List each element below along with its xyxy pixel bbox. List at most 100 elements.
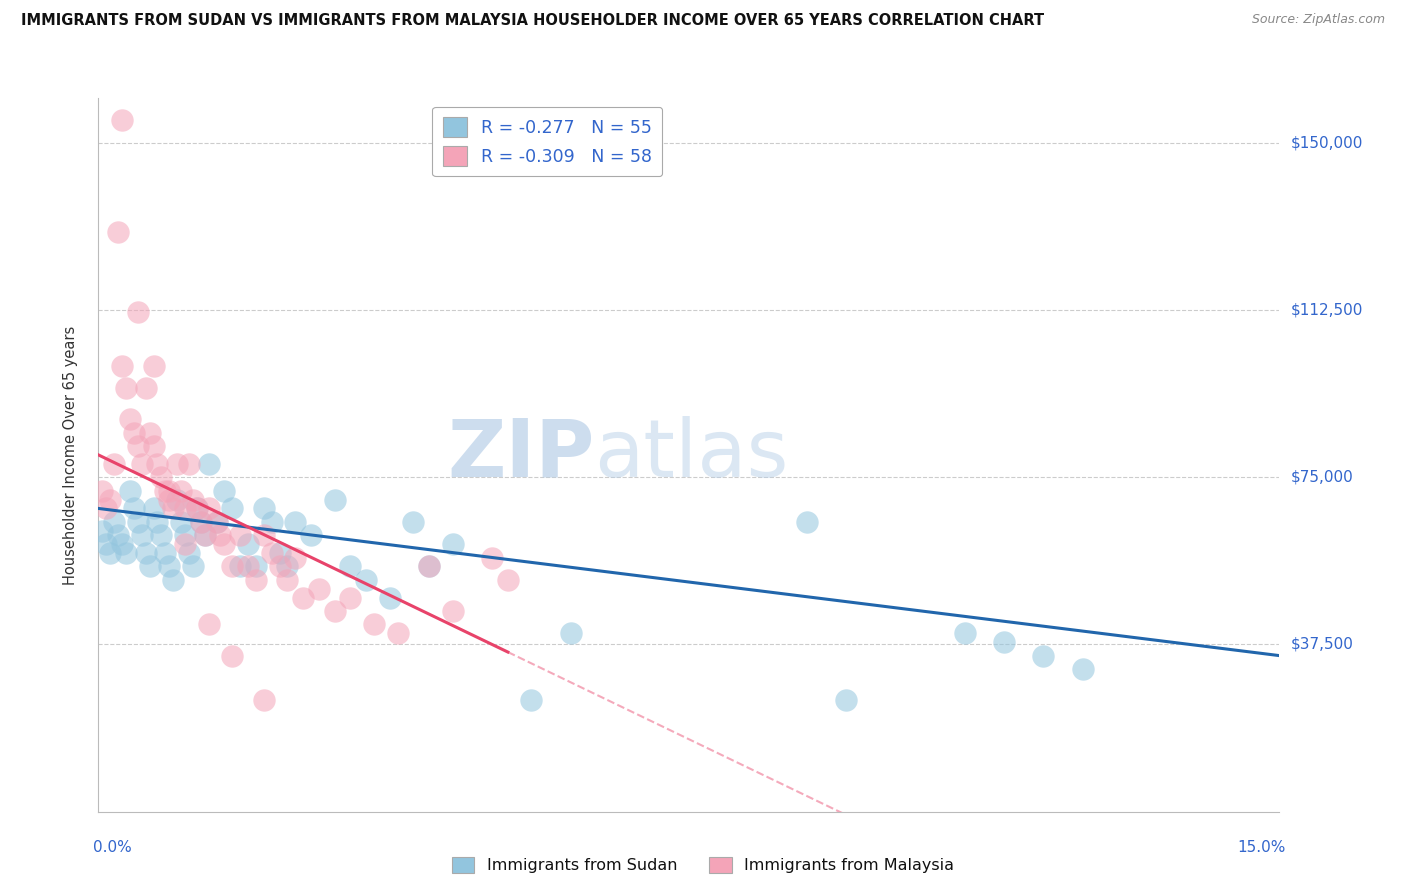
Point	[953, 626, 976, 640]
Point	[276, 559, 298, 574]
Point	[269, 559, 291, 574]
Point	[221, 648, 243, 663]
Point	[339, 559, 361, 574]
Point	[162, 573, 184, 587]
Point	[260, 515, 283, 529]
Point	[284, 550, 307, 565]
Point	[253, 528, 276, 542]
Point	[194, 528, 217, 542]
Point	[98, 546, 121, 560]
Text: $150,000: $150,000	[1291, 136, 1362, 150]
Point	[299, 528, 322, 542]
Point	[118, 483, 141, 498]
Point	[150, 470, 173, 484]
Point	[166, 492, 188, 507]
Point	[96, 501, 118, 516]
Point	[205, 515, 228, 529]
Point	[157, 492, 180, 507]
Point	[103, 457, 125, 471]
Point	[127, 439, 149, 453]
Point	[276, 573, 298, 587]
Point	[111, 113, 134, 128]
Point	[107, 225, 129, 239]
Text: 0.0%: 0.0%	[93, 840, 131, 855]
Point	[157, 483, 180, 498]
Point	[560, 626, 582, 640]
Point	[181, 559, 204, 574]
Point	[284, 515, 307, 529]
Text: $75,000: $75,000	[1291, 470, 1354, 484]
Point	[115, 546, 138, 560]
Point	[107, 528, 129, 542]
Point	[135, 381, 157, 395]
Point	[146, 457, 169, 471]
Point	[323, 492, 346, 507]
Point	[150, 528, 173, 542]
Point	[98, 492, 121, 507]
Text: $112,500: $112,500	[1291, 302, 1362, 318]
Point	[115, 381, 138, 395]
Point	[127, 515, 149, 529]
Point	[796, 515, 818, 529]
Point	[170, 515, 193, 529]
Point	[186, 501, 208, 516]
Point	[496, 573, 519, 587]
Point	[354, 573, 377, 587]
Point	[378, 591, 401, 605]
Point	[194, 528, 217, 542]
Point	[209, 528, 232, 542]
Point	[308, 582, 330, 596]
Point	[205, 515, 228, 529]
Point	[142, 439, 165, 453]
Point	[174, 537, 197, 551]
Point	[993, 635, 1015, 649]
Legend: Immigrants from Sudan, Immigrants from Malaysia: Immigrants from Sudan, Immigrants from M…	[446, 850, 960, 880]
Point	[292, 591, 315, 605]
Point	[245, 573, 267, 587]
Text: $37,500: $37,500	[1291, 637, 1354, 652]
Point	[111, 537, 134, 551]
Y-axis label: Householder Income Over 65 years: Householder Income Over 65 years	[63, 326, 77, 584]
Point	[91, 524, 114, 538]
Point	[269, 546, 291, 560]
Point	[135, 546, 157, 560]
Point	[197, 457, 219, 471]
Point	[122, 501, 145, 516]
Point	[221, 501, 243, 516]
Point	[186, 501, 208, 516]
Point	[1032, 648, 1054, 663]
Point	[190, 515, 212, 529]
Point	[170, 483, 193, 498]
Point	[835, 693, 858, 707]
Point	[138, 425, 160, 440]
Point	[253, 501, 276, 516]
Point	[190, 515, 212, 529]
Point	[142, 359, 165, 373]
Text: 15.0%: 15.0%	[1237, 840, 1285, 855]
Point	[1071, 662, 1094, 676]
Point	[520, 693, 543, 707]
Point	[402, 515, 425, 529]
Legend: R = -0.277   N = 55, R = -0.309   N = 58: R = -0.277 N = 55, R = -0.309 N = 58	[432, 107, 662, 177]
Text: IMMIGRANTS FROM SUDAN VS IMMIGRANTS FROM MALAYSIA HOUSEHOLDER INCOME OVER 65 YEA: IMMIGRANTS FROM SUDAN VS IMMIGRANTS FROM…	[21, 13, 1045, 29]
Point	[174, 501, 197, 516]
Text: ZIP: ZIP	[447, 416, 595, 494]
Point	[103, 515, 125, 529]
Point	[214, 537, 236, 551]
Text: Source: ZipAtlas.com: Source: ZipAtlas.com	[1251, 13, 1385, 27]
Point	[229, 559, 252, 574]
Point	[142, 501, 165, 516]
Point	[441, 604, 464, 618]
Text: atlas: atlas	[595, 416, 789, 494]
Point	[363, 617, 385, 632]
Point	[111, 359, 134, 373]
Point	[122, 425, 145, 440]
Point	[91, 483, 114, 498]
Point	[96, 537, 118, 551]
Point	[177, 546, 200, 560]
Point	[418, 559, 440, 574]
Point	[131, 528, 153, 542]
Point	[177, 457, 200, 471]
Point	[166, 457, 188, 471]
Point	[253, 693, 276, 707]
